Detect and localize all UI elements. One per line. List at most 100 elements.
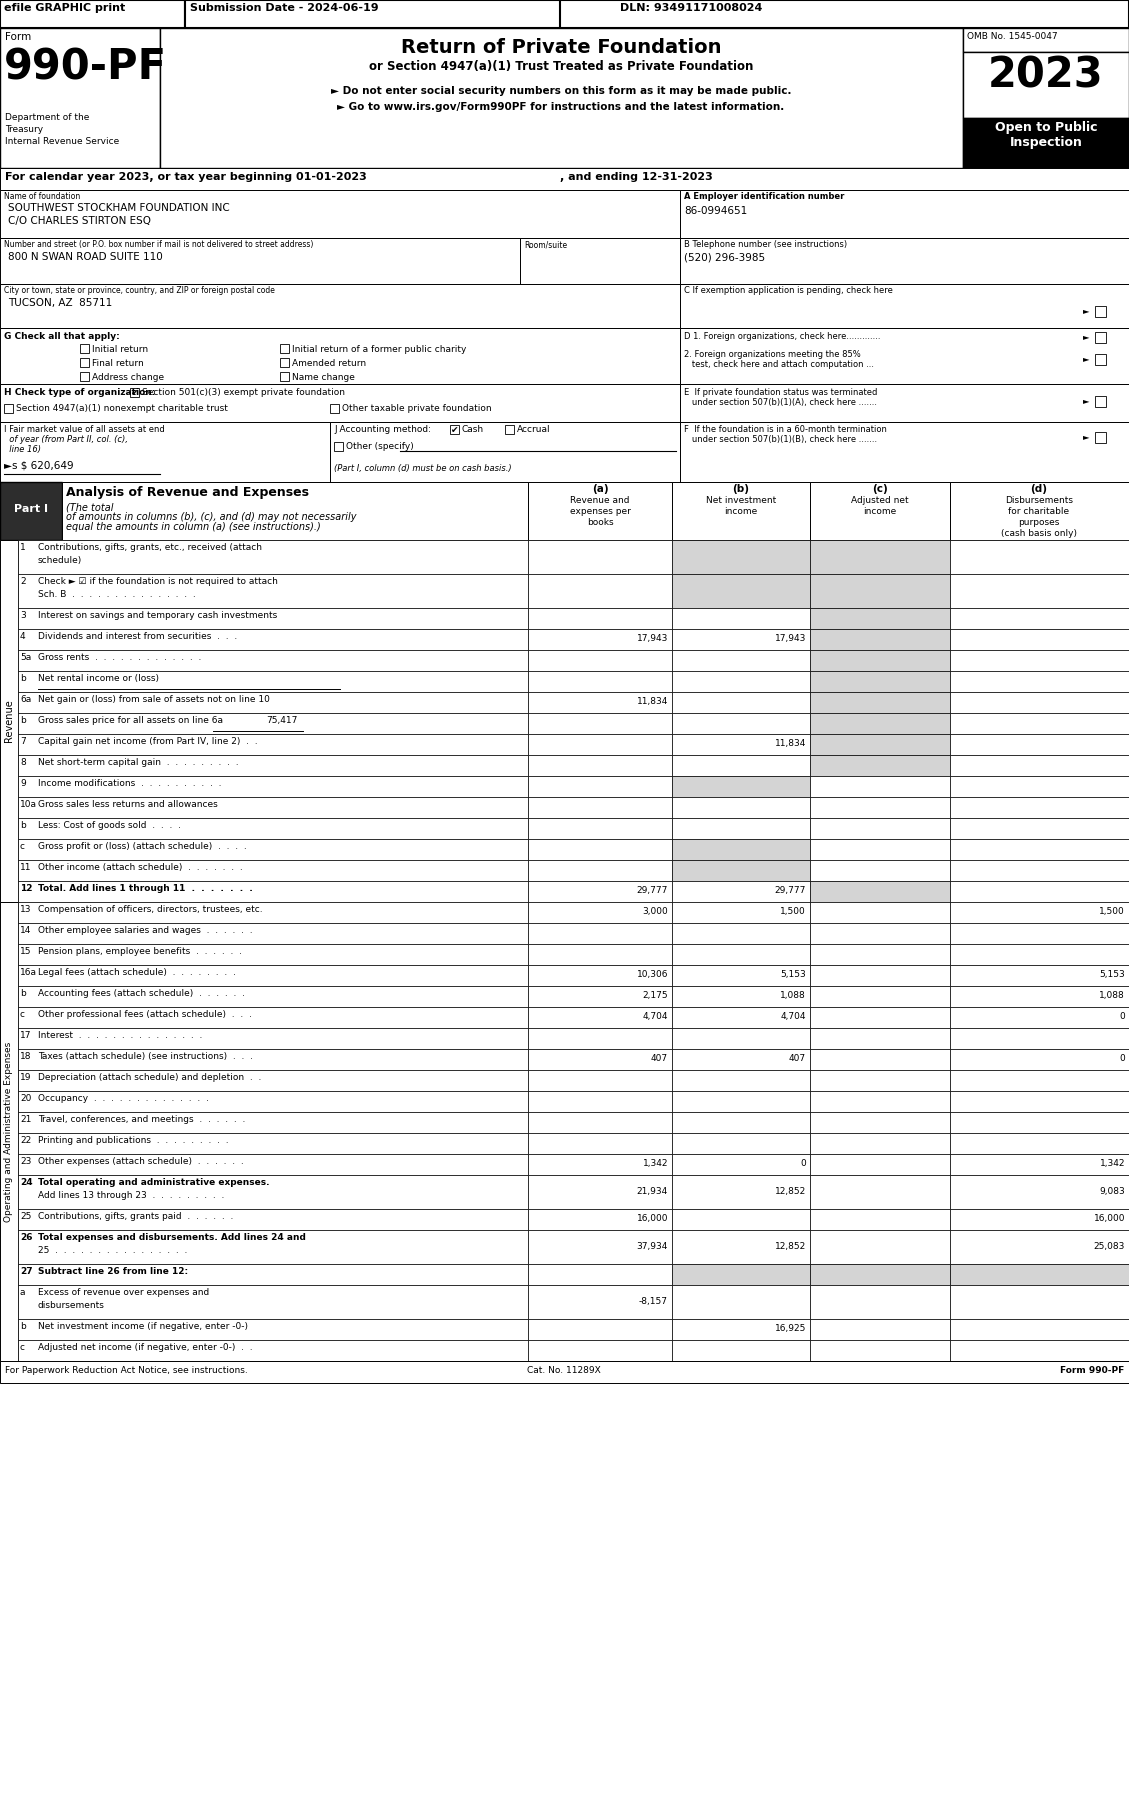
Text: Occupancy  .  .  .  .  .  .  .  .  .  .  .  .  .  .: Occupancy . . . . . . . . . . . . . . — [38, 1093, 209, 1102]
Text: c: c — [20, 1343, 25, 1352]
Text: ► Do not enter social security numbers on this form as it may be made public.: ► Do not enter social security numbers o… — [331, 86, 791, 95]
Bar — [680, 191, 1129, 237]
Bar — [809, 629, 949, 651]
Text: Add lines 13 through 23  .  .  .  .  .  .  .  .  .: Add lines 13 through 23 . . . . . . . . … — [38, 1190, 225, 1199]
Text: 18: 18 — [20, 1052, 32, 1061]
Text: 2. Foreign organizations meeting the 85%: 2. Foreign organizations meeting the 85% — [684, 351, 860, 360]
Text: 14: 14 — [20, 926, 32, 935]
Bar — [809, 985, 949, 1007]
Bar — [809, 1264, 949, 1286]
Text: 3,000: 3,000 — [642, 906, 668, 915]
Text: Total expenses and disbursements. Add lines 24 and: Total expenses and disbursements. Add li… — [38, 1233, 306, 1242]
Text: 27: 27 — [20, 1268, 33, 1277]
Text: 21,934: 21,934 — [637, 1187, 668, 1196]
Text: test, check here and attach computation ...: test, check here and attach computation … — [684, 360, 874, 369]
Text: Less: Cost of goods sold  .  .  .  .: Less: Cost of goods sold . . . . — [38, 822, 181, 831]
Text: Net gain or (loss) from sale of assets not on line 10: Net gain or (loss) from sale of assets n… — [38, 696, 270, 705]
Bar — [672, 881, 809, 903]
Text: books: books — [587, 518, 613, 527]
Bar — [80, 372, 89, 381]
Bar — [680, 327, 1129, 385]
Bar — [809, 777, 949, 797]
Text: 990-PF: 990-PF — [5, 47, 167, 88]
Text: 9,083: 9,083 — [1100, 1187, 1124, 1196]
Bar — [949, 1154, 1129, 1176]
Text: Compensation of officers, directors, trustees, etc.: Compensation of officers, directors, tru… — [38, 904, 263, 913]
Bar — [949, 1176, 1129, 1208]
Bar — [528, 1091, 672, 1111]
Bar — [809, 734, 949, 755]
Bar — [18, 574, 528, 608]
Text: Return of Private Foundation: Return of Private Foundation — [401, 38, 721, 58]
Bar — [949, 629, 1129, 651]
Bar — [280, 358, 289, 367]
Bar — [672, 755, 809, 777]
Bar — [809, 1340, 949, 1361]
Text: Net rental income or (loss): Net rental income or (loss) — [38, 674, 159, 683]
Text: Analysis of Revenue and Expenses: Analysis of Revenue and Expenses — [65, 485, 309, 500]
Text: 4,704: 4,704 — [780, 1012, 806, 1021]
Text: c: c — [20, 841, 25, 850]
Bar — [528, 671, 672, 692]
Text: 12,852: 12,852 — [774, 1242, 806, 1251]
Text: 24: 24 — [20, 1178, 33, 1187]
Bar — [18, 881, 528, 903]
Bar — [528, 1133, 672, 1154]
Bar — [949, 1028, 1129, 1048]
Bar — [450, 424, 460, 433]
Bar — [949, 1230, 1129, 1264]
Text: 8: 8 — [20, 759, 26, 768]
Text: H Check type of organization:: H Check type of organization: — [5, 388, 156, 397]
Text: 2,175: 2,175 — [642, 991, 668, 1000]
Bar — [809, 755, 949, 777]
Text: (c): (c) — [872, 484, 887, 494]
Text: Gross sales less returns and allowances: Gross sales less returns and allowances — [38, 800, 218, 809]
Text: 5,153: 5,153 — [780, 969, 806, 978]
Text: Number and street (or P.O. box number if mail is not delivered to street address: Number and street (or P.O. box number if… — [5, 239, 314, 248]
Bar — [949, 840, 1129, 859]
Bar — [672, 1048, 809, 1070]
Bar — [809, 1154, 949, 1176]
Text: 75,417: 75,417 — [266, 716, 298, 725]
Text: 1,500: 1,500 — [780, 906, 806, 915]
Bar — [809, 1320, 949, 1340]
Text: C/O CHARLES STIRTON ESQ: C/O CHARLES STIRTON ESQ — [8, 216, 151, 227]
Bar — [528, 629, 672, 651]
Bar — [528, 966, 672, 985]
Bar — [949, 985, 1129, 1007]
Text: Revenue: Revenue — [5, 699, 14, 743]
Bar — [18, 1264, 528, 1286]
Text: Initial return of a former public charity: Initial return of a former public charit… — [292, 345, 466, 354]
Text: (The total: (The total — [65, 502, 114, 512]
Text: I Fair market value of all assets at end: I Fair market value of all assets at end — [5, 424, 165, 433]
Text: 10a: 10a — [20, 800, 37, 809]
Text: 5a: 5a — [20, 653, 32, 662]
Bar — [0, 167, 1129, 191]
Text: 2: 2 — [20, 577, 26, 586]
Text: a: a — [20, 1287, 26, 1296]
Text: expenses per: expenses per — [569, 507, 630, 516]
Text: Room/suite: Room/suite — [524, 239, 567, 248]
Bar — [18, 539, 528, 574]
Bar — [0, 237, 520, 284]
Bar — [672, 671, 809, 692]
Text: C If exemption application is pending, check here: C If exemption application is pending, c… — [684, 286, 893, 295]
Bar — [672, 1230, 809, 1264]
Bar — [528, 818, 672, 840]
Bar — [949, 797, 1129, 818]
Bar — [528, 1286, 672, 1320]
Text: Adjusted net income (if negative, enter -0-)  .  .: Adjusted net income (if negative, enter … — [38, 1343, 253, 1352]
Bar — [18, 922, 528, 944]
Bar — [672, 1028, 809, 1048]
Bar — [18, 755, 528, 777]
Bar — [672, 608, 809, 629]
Text: under section 507(b)(1)(B), check here .......: under section 507(b)(1)(B), check here .… — [684, 435, 877, 444]
Bar — [1095, 432, 1106, 442]
Bar — [528, 840, 672, 859]
Bar — [672, 903, 809, 922]
Text: 4,704: 4,704 — [642, 1012, 668, 1021]
Text: Internal Revenue Service: Internal Revenue Service — [5, 137, 120, 146]
Bar — [185, 0, 560, 29]
Bar — [809, 859, 949, 881]
Bar — [809, 1028, 949, 1048]
